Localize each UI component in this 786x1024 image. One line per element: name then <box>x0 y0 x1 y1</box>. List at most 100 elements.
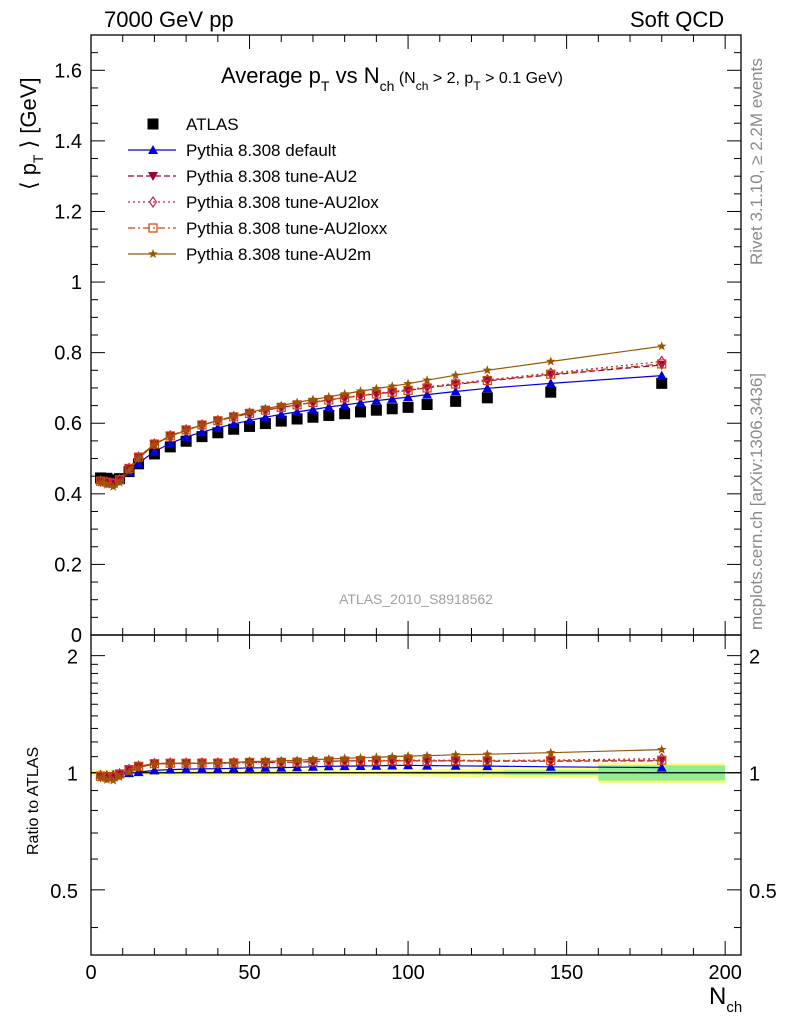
main-data-point <box>260 412 271 422</box>
main-series-line <box>100 345 662 488</box>
main-data-point <box>180 435 192 447</box>
main-data-point <box>150 438 159 451</box>
ylabel-sub: T <box>30 154 46 163</box>
y-tick-label-main: 0.8 <box>54 343 82 365</box>
ratio-data-point <box>150 757 159 770</box>
main-data-point <box>545 370 556 380</box>
main-data-point <box>196 431 208 443</box>
y-tick-label-ratio-right: 2 <box>749 647 760 669</box>
main-data-point <box>276 400 286 410</box>
ratio-plot-frame <box>90 634 742 956</box>
main-data-point <box>196 427 207 437</box>
legend-label: ATLAS <box>186 115 239 134</box>
x-tick-label: 0 <box>85 962 96 984</box>
main-data-point <box>323 409 335 421</box>
main-data-point <box>546 356 556 366</box>
legend-label: Pythia 8.308 tune-AU2lox <box>186 193 379 212</box>
ratio-data-point <box>545 761 556 771</box>
main-data-point <box>260 403 271 413</box>
main-data-point <box>292 397 302 407</box>
ratio-data-point <box>403 751 413 761</box>
main-data-point <box>450 386 461 396</box>
main-data-point <box>244 415 255 425</box>
main-data-point <box>546 369 556 379</box>
main-data-point <box>482 375 492 386</box>
ratio-data-point <box>114 772 125 782</box>
plot-header-right: Soft QCD <box>630 7 725 32</box>
title-part: (N <box>394 70 415 87</box>
legend-marker <box>148 249 158 258</box>
main-data-point <box>149 439 160 449</box>
y-tick-label-ratio: 0.5 <box>50 881 78 903</box>
main-data-point <box>371 383 382 393</box>
x-tick-label: 150 <box>550 962 583 984</box>
main-data-point <box>355 406 367 418</box>
legend-marker <box>148 145 158 154</box>
main-data-point <box>165 438 176 448</box>
plot-header-left: 7000 GeV pp <box>104 7 234 32</box>
main-data-point <box>422 389 433 399</box>
ratio-data-point <box>656 762 667 772</box>
main-data-point <box>657 341 667 351</box>
main-data-point <box>228 411 239 421</box>
main-data-point <box>545 378 556 388</box>
ratio-data-point <box>95 772 106 782</box>
ratio-data-point <box>657 755 667 765</box>
legend-marker <box>148 172 158 181</box>
legend-marker <box>148 195 158 209</box>
main-data-point <box>291 413 303 425</box>
main-data-point <box>387 393 398 403</box>
title-sub: T <box>321 78 330 94</box>
ratio-data-point <box>133 762 144 772</box>
analysis-watermark: ATLAS_2010_S8918562 <box>339 591 493 607</box>
title-part: vs N <box>329 63 379 88</box>
main-data-point <box>403 378 413 388</box>
main-data-point <box>656 377 668 389</box>
y-tick-label-ratio-right: 1 <box>749 764 760 786</box>
main-data-point <box>339 388 350 398</box>
y-tick-label-main: 1.6 <box>54 60 82 82</box>
main-data-point <box>482 365 493 375</box>
ratio-data-point <box>339 753 350 763</box>
main-data-point <box>212 427 224 439</box>
y-tick-label-main: 0.4 <box>54 484 82 506</box>
ratio-y-axis-label: Ratio to ATLAS <box>25 747 42 855</box>
ratio-data-point <box>356 754 365 767</box>
title-sub: ch <box>380 78 395 94</box>
main-data-point <box>197 420 207 429</box>
main-data-point <box>657 359 667 369</box>
main-data-point <box>422 375 432 385</box>
main-data-point <box>370 404 382 416</box>
y-tick-label-ratio: 2 <box>67 647 78 669</box>
legend-label: Pythia 8.308 tune-AU2m <box>186 245 371 264</box>
main-data-point <box>124 465 134 475</box>
ratio-data-point <box>149 765 160 775</box>
legend: ATLAS Pythia 8.308 default Pythia 8.308 tu… <box>128 115 388 264</box>
main-data-point <box>421 399 433 411</box>
legend-label: Pythia 8.308 tune-AU2loxx <box>186 219 388 238</box>
legend-marker <box>147 118 159 130</box>
ratio-data-point <box>124 763 134 776</box>
main-data-point <box>387 381 397 391</box>
main-series-line <box>100 363 662 484</box>
main-data-point <box>244 407 255 417</box>
main-data-point <box>259 418 271 430</box>
x-tick-label: 50 <box>238 962 260 984</box>
ratio-data-point <box>181 758 191 768</box>
main-data-point <box>402 401 414 413</box>
main-data-point <box>228 418 239 428</box>
xlabel-sub: ch <box>726 999 742 1016</box>
ratio-data-point <box>292 755 302 765</box>
y-tick-label-main: 0.2 <box>54 554 82 576</box>
main-data-point <box>324 391 334 401</box>
ratio-data-point <box>355 752 366 762</box>
main-data-point <box>545 386 557 398</box>
ratio-data-point <box>244 756 255 766</box>
main-data-point <box>339 408 351 420</box>
main-data-point <box>181 425 191 435</box>
main-data-point <box>166 429 175 442</box>
ratio-data-point <box>546 747 556 757</box>
legend-label: Pythia 8.308 default <box>186 141 337 160</box>
main-data-point <box>95 477 106 487</box>
main-data-point <box>355 397 366 407</box>
